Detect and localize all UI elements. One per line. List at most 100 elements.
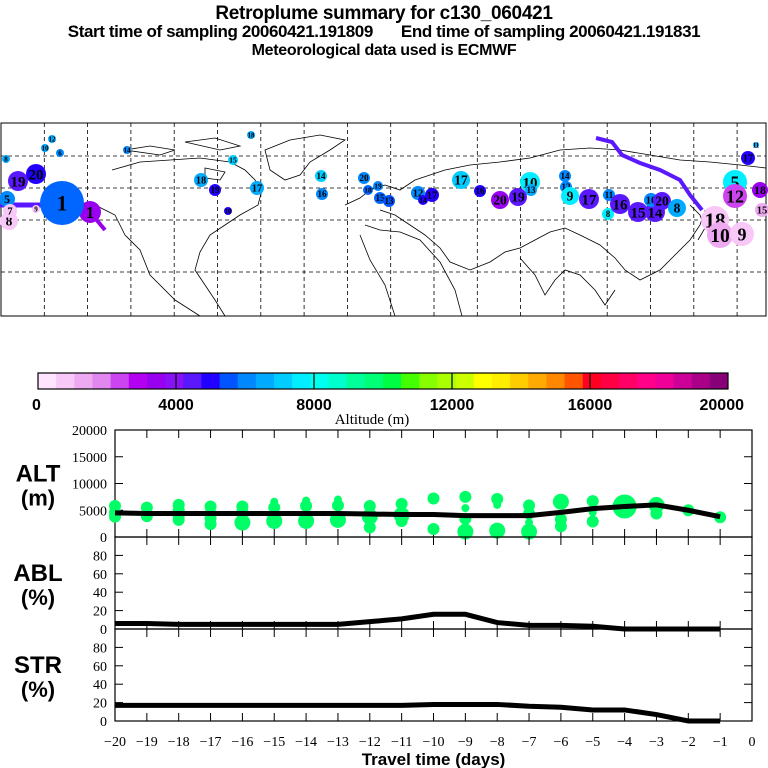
altitude-point (461, 504, 470, 513)
colorbar-tick-label: 20000 (700, 397, 745, 414)
colorbar-cell (546, 373, 566, 389)
altitude-point (140, 501, 153, 514)
cluster-day-label: 11 (605, 190, 614, 200)
coast-europe-asia (344, 147, 767, 281)
panel-ylabel-unit: (m) (21, 486, 55, 511)
colorbar-cell (165, 373, 184, 389)
cluster-day-label: 12 (49, 135, 57, 143)
cluster-circle (418, 195, 428, 205)
cluster-day-label: 17 (454, 173, 468, 188)
colorbar-cell (237, 373, 257, 389)
colorbar-cell (619, 373, 638, 389)
cluster-circle (40, 181, 84, 225)
altitude-point (363, 499, 376, 512)
cluster-day-label: 20 (493, 193, 507, 208)
cluster-day-label: 19 (511, 190, 525, 205)
cluster-circle (755, 203, 768, 217)
colorbar-cell (582, 373, 602, 389)
x-tick-label: −5 (585, 735, 600, 750)
altitude-point (427, 492, 440, 505)
cluster-marker: 6 (56, 149, 64, 157)
colorbar-cell (92, 373, 112, 389)
cluster-day-label: 18 (364, 186, 372, 195)
y-tick-label: 20 (93, 697, 107, 712)
cluster-marker: 16 (610, 194, 630, 214)
colorbar-cell (219, 373, 239, 389)
cluster-day-label: 12 (413, 189, 424, 200)
colorbar-cell (528, 373, 547, 389)
colorbar-cell (473, 373, 493, 389)
colorbar-cell (691, 373, 711, 389)
cluster-marker: 15 (755, 203, 768, 217)
altitude-point (493, 500, 502, 509)
cluster-marker: 9 (32, 205, 40, 213)
x-axis-label: Travel time (days) (362, 750, 506, 768)
y-tick-label: 40 (93, 586, 107, 601)
cluster-day-label: 8 (606, 209, 611, 219)
cluster-circle (363, 185, 373, 195)
altitude-point (395, 514, 408, 527)
cluster-day-label: 5 (731, 172, 740, 192)
altitude-point (650, 507, 663, 520)
cluster-circle (48, 135, 56, 143)
cluster-circle (228, 155, 238, 165)
cluster-marker: 1 (79, 201, 101, 223)
colorbar-cell (255, 373, 275, 389)
cluster-day-label: 9 (34, 205, 38, 213)
cluster-circle (224, 207, 232, 215)
colorbar-tick-label: 12000 (430, 397, 475, 414)
x-tick-label: −6 (553, 735, 568, 750)
cluster-circle (628, 202, 648, 222)
cluster-marker: 8 (602, 208, 614, 220)
colorbar-cell (292, 373, 311, 389)
cluster-circle (509, 188, 527, 206)
cluster-circle (8, 171, 28, 191)
x-tick-label: −15 (263, 735, 285, 750)
colorbar-cell (74, 373, 93, 389)
cluster-day-label: 14 (561, 171, 571, 181)
cluster-marker: 19 (8, 171, 28, 191)
altitude-point (552, 493, 569, 510)
y-tick-label: 20000 (72, 424, 107, 439)
cluster-circle (561, 187, 579, 205)
altitude-point (554, 520, 567, 533)
cluster-circle (247, 131, 255, 139)
cluster-day-label: 9 (567, 189, 574, 204)
cluster-marker: 15 (228, 155, 238, 165)
cluster-circle (41, 144, 49, 152)
cluster-marker: 19 (209, 184, 221, 196)
altitude-point (521, 523, 538, 540)
cluster-day-label: 15 (376, 193, 386, 203)
cluster-marker: 20 (26, 164, 46, 184)
cluster-circle (491, 191, 509, 209)
abl-line (115, 611, 721, 632)
cluster-day-label: 17 (252, 184, 263, 195)
panel-str: 0 20 40 60 80 STR(%) (14, 628, 753, 730)
start-time-label: Start time of sampling 20060421.191809 (67, 22, 374, 41)
y-tick-label: 20 (93, 605, 107, 620)
cluster-circle (610, 194, 630, 214)
mean-altitude-line (114, 502, 721, 520)
cluster-circle (452, 171, 470, 189)
cluster-marker: 17 (425, 188, 439, 202)
cluster-day-label: 13 (385, 196, 395, 206)
colorbar-frame (37, 372, 729, 390)
altitude-point (457, 523, 474, 540)
cluster-circle (707, 222, 733, 248)
cluster-day-label: 10 (225, 207, 233, 215)
cluster-day-label: 19 (374, 182, 382, 191)
panel-abl: 0 20 40 60 80 ABL(%) (13, 536, 753, 638)
cluster-marker: 18 (194, 173, 208, 187)
colorbar-cell (274, 373, 293, 389)
cluster-day-label: 16 (613, 197, 629, 213)
x-tick-label: −19 (136, 735, 158, 750)
x-tick-label: 0 (749, 735, 756, 750)
altitude-point (300, 499, 313, 512)
y-tick-label: 0 (100, 623, 107, 638)
coast-greenland (264, 134, 347, 181)
cluster-day-label: 10 (42, 144, 50, 152)
cluster-marker: 14 (315, 170, 327, 182)
x-tick-label: −2 (681, 735, 696, 750)
